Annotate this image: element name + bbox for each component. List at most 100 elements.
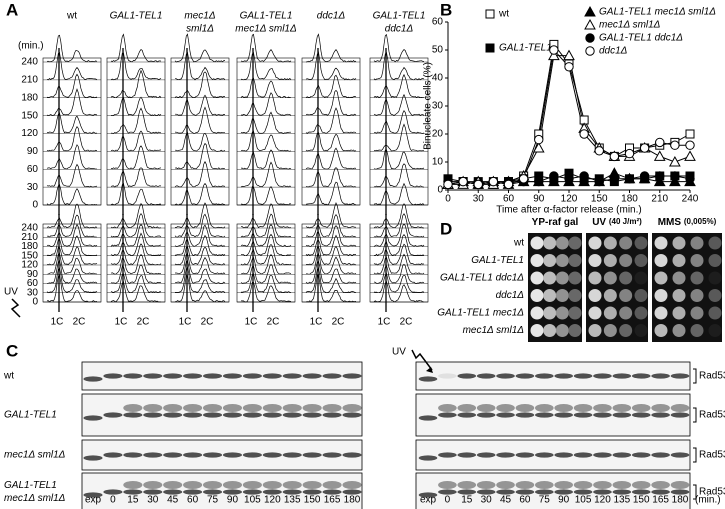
band — [202, 481, 223, 489]
legend-marker — [485, 9, 495, 19]
marker — [549, 45, 559, 55]
band-label: Rad53 — [699, 450, 725, 461]
band — [143, 489, 163, 495]
facs-trace — [174, 224, 226, 247]
band — [593, 373, 612, 379]
facs-trace — [240, 213, 291, 238]
facs-trace — [240, 223, 292, 247]
marker — [548, 175, 560, 187]
x-label-1c: 1C — [115, 317, 128, 328]
band — [535, 404, 554, 412]
column-header: sml1Δ — [186, 24, 214, 35]
band — [593, 481, 612, 489]
plate — [528, 233, 582, 342]
x-label-1c: 1C — [378, 317, 391, 328]
facs-trace — [174, 33, 225, 63]
spot — [634, 254, 648, 267]
column-header: GAL1-TEL1 — [373, 11, 426, 22]
lane-label: 105 — [575, 495, 592, 506]
marker — [548, 49, 560, 61]
spot — [654, 254, 668, 267]
band — [322, 481, 342, 489]
facs-trace — [240, 254, 292, 275]
x-tick-label: 0 — [445, 194, 451, 205]
facs-trace — [175, 94, 226, 116]
facs-trace — [174, 266, 226, 293]
plate-title: MMS (0,005%) — [658, 217, 717, 228]
marker — [685, 129, 695, 139]
facs-trace — [305, 89, 357, 116]
facs-trace — [373, 93, 425, 116]
facs-trace — [110, 69, 162, 99]
spot — [543, 236, 557, 250]
marker — [669, 155, 681, 167]
spot — [690, 271, 704, 285]
facs-trace — [240, 111, 291, 134]
band — [496, 404, 515, 412]
marker — [518, 174, 529, 184]
facs-trace — [46, 203, 98, 229]
band — [535, 489, 554, 495]
y-axis-title: Binucleate cells (%) — [423, 62, 434, 150]
band — [163, 412, 183, 418]
band — [183, 452, 203, 458]
band — [554, 452, 573, 458]
column-header: ddc1Δ — [317, 11, 346, 22]
band — [103, 452, 123, 458]
lane-label: 135 — [614, 495, 631, 506]
facs-trace — [110, 273, 162, 293]
band — [670, 489, 690, 495]
lane-label: 180 — [344, 495, 361, 506]
band — [515, 404, 535, 412]
x-label-2c: 2C — [400, 317, 413, 328]
band — [123, 452, 143, 458]
spot — [555, 254, 569, 267]
facs-trace — [174, 234, 226, 257]
band — [103, 373, 123, 379]
y-tick-label: 20 — [432, 129, 444, 140]
uv-arrow — [10, 298, 21, 318]
spot — [588, 306, 602, 320]
time-label: 180 — [21, 241, 38, 252]
marker — [503, 179, 514, 190]
time-label: 90 — [27, 269, 39, 280]
spot — [568, 254, 582, 267]
facs-trace — [305, 181, 357, 206]
time-label: 150 — [21, 250, 38, 261]
legend-label: wt — [498, 9, 509, 20]
band — [83, 415, 103, 421]
band — [322, 412, 342, 418]
band — [242, 404, 262, 412]
facs-trace — [373, 51, 425, 81]
band — [222, 489, 243, 495]
spot — [530, 254, 544, 267]
spot — [555, 289, 569, 302]
spot — [530, 306, 544, 320]
band — [496, 373, 515, 379]
facs-trace — [373, 163, 425, 188]
x-label-2c: 2C — [201, 317, 214, 328]
facs-trace — [305, 225, 357, 247]
band — [282, 373, 302, 379]
time-unit: (min.) — [18, 41, 44, 52]
lane-label: 0 — [445, 495, 451, 506]
facs-trace — [240, 243, 292, 266]
band — [262, 412, 282, 418]
facs-trace — [373, 182, 425, 206]
facs-trace — [240, 77, 291, 99]
facs-trace — [110, 223, 162, 247]
marker — [609, 174, 620, 184]
band — [515, 373, 535, 379]
facs-trace — [373, 272, 425, 294]
facs-trace — [305, 213, 357, 238]
marker — [564, 62, 574, 72]
band-label: Rad53 — [699, 371, 725, 382]
time-label: 210 — [21, 232, 38, 243]
band — [302, 404, 322, 412]
band — [282, 412, 302, 418]
band — [163, 481, 183, 489]
facs-trace — [46, 214, 98, 238]
spot — [568, 289, 582, 302]
band — [183, 489, 203, 495]
band — [515, 412, 535, 418]
